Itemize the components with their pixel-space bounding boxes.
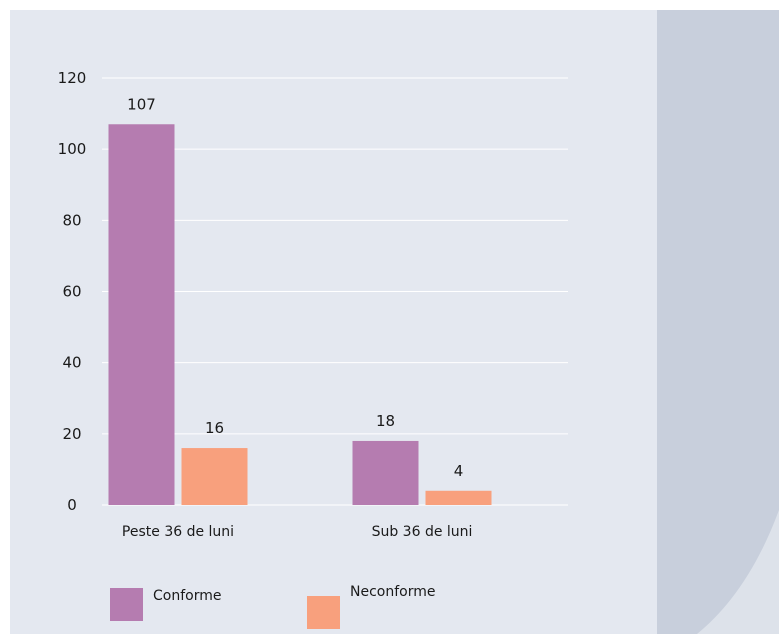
y-tick-label: 100 [58, 140, 87, 158]
bar-chart: 0 20 40 60 80 100 120 107 16 Peste 36 de luni 18 4 S… [58, 69, 568, 540]
legend-label-conforme: Conforme [153, 588, 222, 604]
y-tick-label: 40 [62, 354, 81, 372]
legend-item-neconforme: Neconforme [307, 584, 435, 629]
side-panel [657, 10, 779, 634]
chart-card: 0 20 40 60 80 100 120 107 16 Peste 36 de luni 18 4 S… [10, 10, 779, 634]
data-label: 4 [454, 462, 464, 480]
x-category-label: Sub 36 de luni [372, 524, 473, 540]
x-category-label: Peste 36 de luni [122, 524, 234, 540]
legend-item-conforme: Conforme [110, 588, 221, 621]
bar-conforme [352, 440, 419, 505]
data-label: 107 [127, 95, 156, 113]
legend-label-neconforme: Neconforme [350, 584, 436, 600]
y-tick-label: 0 [67, 496, 77, 514]
y-tick-label: 60 [62, 283, 81, 301]
data-label: 16 [205, 419, 224, 437]
bar-conforme [108, 124, 175, 505]
bar-neconforme [425, 490, 492, 505]
y-tick-label: 20 [62, 425, 81, 443]
y-tick-label: 120 [58, 69, 87, 87]
legend-swatch-neconforme [307, 596, 340, 629]
side-panel-curve [697, 510, 779, 634]
legend-swatch-conforme [110, 588, 143, 621]
y-tick-label: 80 [62, 211, 81, 229]
data-label: 18 [376, 412, 395, 430]
bar-neconforme [181, 448, 248, 505]
